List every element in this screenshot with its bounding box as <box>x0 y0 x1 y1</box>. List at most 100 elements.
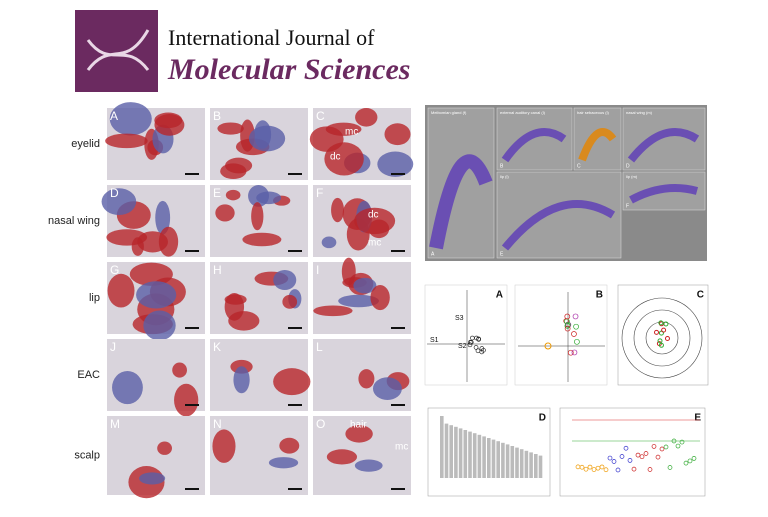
point <box>467 342 473 348</box>
tissue-stain <box>251 202 264 231</box>
render-tile <box>496 171 622 259</box>
tissue-stain <box>228 311 260 331</box>
point <box>679 439 685 445</box>
tissue-stain <box>282 294 298 309</box>
bar-shape <box>510 446 515 478</box>
group-label: S2 <box>458 343 467 350</box>
scale-bar <box>185 404 199 406</box>
point <box>470 335 475 341</box>
point <box>658 320 664 326</box>
tissue-stain <box>338 294 379 308</box>
scale-bar <box>185 327 199 329</box>
plot-letter: C <box>697 290 704 301</box>
point <box>655 454 661 460</box>
tissue-stain <box>139 472 166 485</box>
tissue-stain <box>172 362 187 378</box>
tissue-stain <box>345 425 373 443</box>
bar-shape <box>505 444 510 478</box>
bar-shape <box>519 449 524 478</box>
ring <box>633 309 691 367</box>
point <box>661 327 667 333</box>
render-letter: D <box>626 163 630 169</box>
panel-letter: J <box>110 340 116 354</box>
tissue-stain <box>109 102 152 136</box>
plot-frame <box>427 407 551 497</box>
tissue-stain <box>242 232 282 247</box>
bar-shape <box>458 428 463 478</box>
journal-logo <box>75 10 158 92</box>
render-letter: A <box>431 251 435 257</box>
point <box>575 464 581 470</box>
tissue-stain <box>136 281 177 309</box>
panel-letter: K <box>213 340 221 354</box>
scale-bar <box>391 488 405 490</box>
tissue-stain <box>215 204 235 222</box>
point <box>615 467 621 473</box>
point <box>475 348 481 354</box>
tissue-stain <box>157 441 172 455</box>
plot-frame <box>559 407 706 497</box>
ring <box>645 321 679 355</box>
scale-bar <box>185 250 199 252</box>
bar-shape <box>529 452 533 478</box>
render-label: hair sebaceous (l) <box>577 110 609 115</box>
point <box>572 313 579 320</box>
panel-letter: L <box>316 340 323 354</box>
logo-helix <box>86 29 150 71</box>
tissue-stain <box>354 459 383 472</box>
scale-bar <box>391 173 405 175</box>
scale-bar <box>391 404 405 406</box>
render-shape <box>578 128 617 162</box>
point <box>667 465 673 470</box>
render-letter: C <box>577 163 581 169</box>
point <box>476 336 481 342</box>
panel-letter: M <box>110 417 120 431</box>
tissue-stain <box>370 285 390 311</box>
tissue-stain <box>154 113 185 136</box>
bar-shape <box>440 416 444 478</box>
panel-letter: C <box>316 109 325 123</box>
render-shape <box>501 200 616 251</box>
render-shape <box>501 128 567 163</box>
annotation: dc <box>368 210 379 221</box>
bar-shape <box>444 423 449 478</box>
panel-letter: O <box>316 417 325 431</box>
bar-shape <box>487 438 491 478</box>
tissue-stain <box>372 377 402 400</box>
group-label: S3 <box>455 315 464 322</box>
panel-letter: G <box>110 263 119 277</box>
tissue-stain <box>273 368 311 396</box>
scale-bar <box>391 327 405 329</box>
point <box>664 336 670 342</box>
tissue-stain <box>354 207 396 235</box>
point <box>663 321 669 327</box>
render-shape <box>627 128 700 163</box>
tissue-stain <box>174 383 199 417</box>
point <box>571 349 578 356</box>
point <box>607 455 613 461</box>
render-label: nasal wing (m) <box>626 110 653 115</box>
scale-bar <box>288 488 302 490</box>
tissue-stain <box>355 108 378 127</box>
panel-letter: H <box>213 263 222 277</box>
row-label: EAC <box>77 369 100 381</box>
row-label: lip <box>89 292 100 304</box>
panel-letter: B <box>213 109 221 123</box>
plot-frame <box>514 284 608 386</box>
point <box>587 464 593 470</box>
bar-shape <box>468 431 472 478</box>
tissue-stain <box>321 236 337 249</box>
point <box>619 454 625 459</box>
point <box>583 466 589 472</box>
point <box>675 443 681 449</box>
point <box>651 444 657 449</box>
plot-letter: D <box>539 413 546 424</box>
point <box>544 342 552 350</box>
point <box>657 338 663 344</box>
render-letter: B <box>500 163 504 169</box>
render-shape <box>429 154 493 250</box>
plot-frame <box>617 284 709 386</box>
bar-shape <box>463 430 468 478</box>
render-label: lip (l) <box>500 174 509 179</box>
render-letter: F <box>626 203 629 209</box>
